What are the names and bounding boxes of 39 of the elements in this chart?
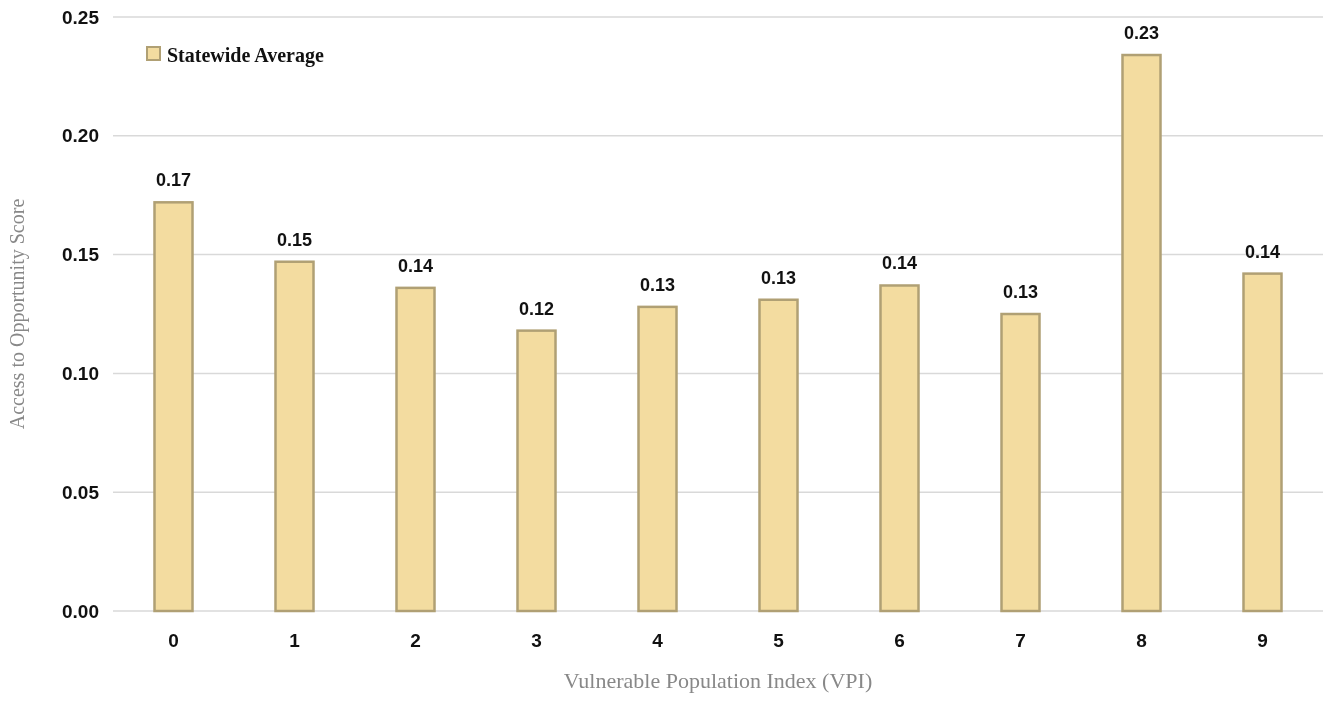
y-tick-label: 0.20 (62, 125, 99, 147)
y-tick-label: 0.00 (62, 600, 99, 622)
x-tick-label: 4 (652, 630, 664, 651)
data-label: 0.13 (1002, 282, 1039, 302)
data-label: 0.13 (760, 267, 797, 288)
bar (758, 298, 799, 613)
data-label: 0.13 (639, 274, 676, 295)
bar (1000, 312, 1041, 613)
y-tick-label: 0.10 (62, 363, 99, 385)
bar (395, 286, 436, 613)
x-tick-label: 2 (410, 630, 421, 651)
x-axis-title: Vulnerable Population Index (VPI) (563, 668, 873, 693)
bar (1242, 272, 1283, 613)
data-label: 0.14 (881, 253, 918, 274)
x-tick-label: 0 (168, 630, 179, 651)
bar (153, 201, 194, 613)
y-tick-label: 0.05 (62, 481, 100, 503)
y-tick-label: 0.15 (62, 244, 100, 266)
bar (1121, 53, 1162, 613)
data-label: 0.15 (276, 229, 313, 250)
x-tick-label: 5 (773, 630, 785, 651)
bar (516, 329, 557, 613)
x-tick-label: 9 (1257, 630, 1268, 651)
data-label: 0.17 (155, 170, 192, 191)
data-label: 0.12 (518, 298, 555, 319)
data-label: 0.14 (397, 255, 434, 276)
bar (879, 284, 920, 613)
y-tick-label: 0.25 (62, 6, 100, 28)
y-axis-title: Access to Opportunity Score (6, 198, 29, 430)
bar (637, 305, 678, 613)
x-tick-label: 8 (1136, 630, 1147, 651)
x-tick-label: 7 (1015, 630, 1026, 651)
bar (274, 260, 315, 613)
legend-label: Statewide Average (167, 44, 324, 67)
data-label: 0.23 (1123, 23, 1160, 44)
x-tick-label: 6 (894, 630, 905, 651)
data-label: 0.14 (1244, 241, 1281, 262)
x-tick-label: 1 (289, 630, 301, 651)
x-tick-label: 3 (531, 630, 542, 651)
